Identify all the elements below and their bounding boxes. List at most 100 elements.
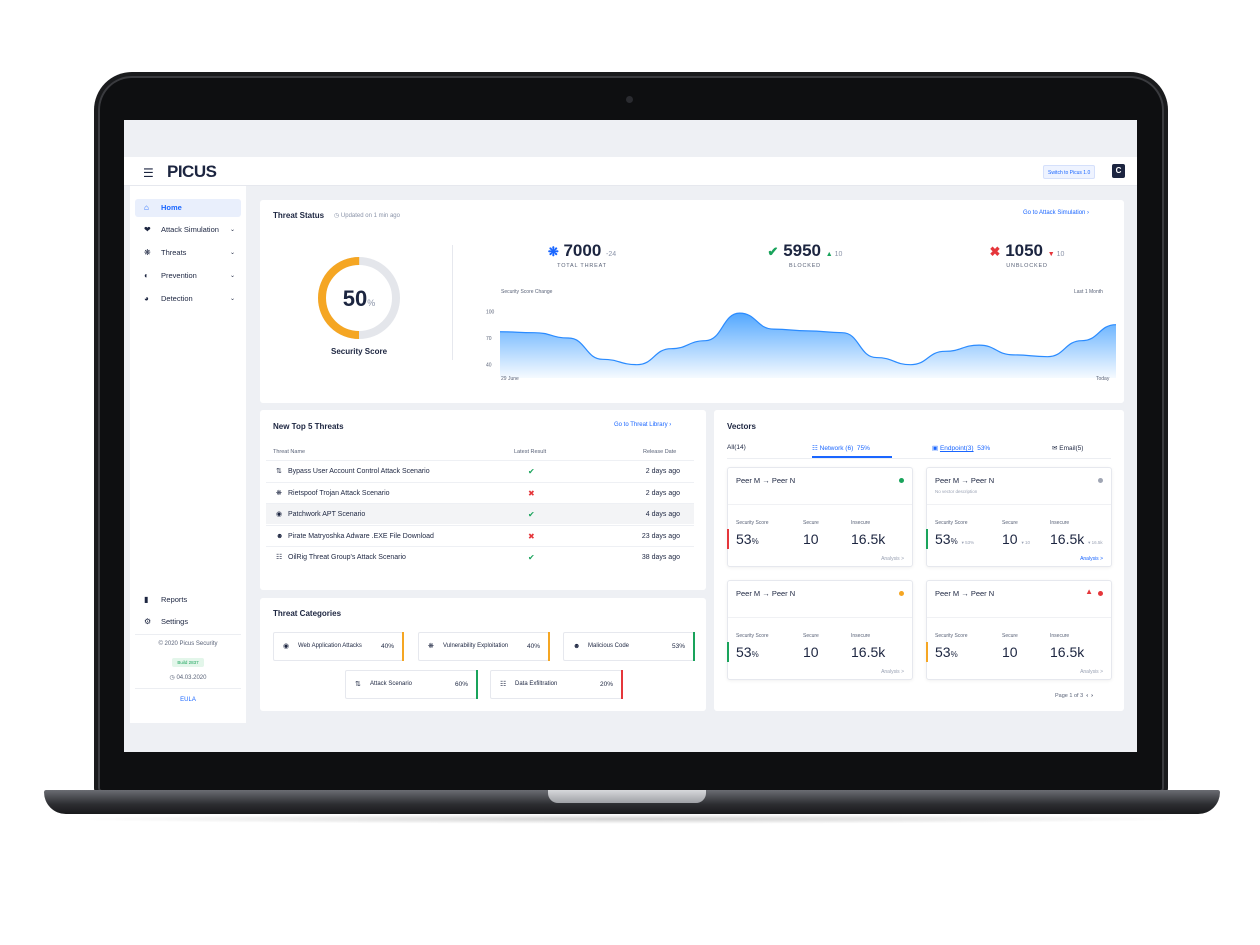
sidebar-divider xyxy=(135,634,241,635)
eula-link[interactable]: EULA xyxy=(180,697,196,703)
threat-name: Rietspoof Trojan Attack Scenario xyxy=(288,489,390,497)
sidebar-item-label: Detection xyxy=(161,294,193,303)
y-tick-label: 100 xyxy=(486,309,495,315)
stat-unblocked: ✖ 1050 ▼ 10 UNBLOCKED xyxy=(989,241,1065,269)
category-item[interactable]: ❋ Vulnerability Exploitation 40% xyxy=(418,632,550,661)
security-score-label: Security Score xyxy=(330,347,388,356)
release-date: 38 days ago xyxy=(641,554,680,561)
divider xyxy=(927,504,1111,505)
sidebar-item-home[interactable]: ⌂ Home xyxy=(135,199,241,217)
vector-description: No vector description xyxy=(935,489,978,494)
category-item[interactable]: ⇅ Attack Scenario 60% xyxy=(345,670,478,699)
threat-library-link[interactable]: Go to Threat Library › xyxy=(614,422,672,428)
picus-logo[interactable]: PICUS xyxy=(167,162,217,181)
vector-card[interactable]: Peer M → Peer N Security Score Secure Insec… xyxy=(727,467,913,567)
category-percent: 53% xyxy=(671,643,685,650)
category-percent: 40% xyxy=(526,643,540,650)
tab-all[interactable]: All(14) xyxy=(727,444,746,451)
table-row[interactable]: ☻ Pirate Matryoshka Adware .EXE File Down… xyxy=(266,524,694,546)
chevron-down-icon: ⌄ xyxy=(229,250,235,256)
category-item[interactable]: ◉ Web Application Attacks 40% xyxy=(273,632,404,661)
security-score-value: 53% ▾ 53% xyxy=(935,531,975,547)
insecure-value: 16.5k xyxy=(851,644,886,660)
table-row[interactable]: ⇅ Bypass User Account Control Attack Scen… xyxy=(266,460,694,481)
chevron-down-icon: ⌄ xyxy=(229,227,235,233)
sidebar-item-attack-simulation[interactable]: ❤ Attack Simulation ⌄ xyxy=(135,221,241,239)
analysis-link[interactable]: Analysis > xyxy=(881,669,904,675)
column-release-date: Release Date xyxy=(643,449,677,455)
tab-endpoint[interactable]: ▣ Endpoint(3) 53% xyxy=(932,445,991,452)
arrows-icon: ⇅ xyxy=(355,681,361,688)
shield-cross-icon: ✖ xyxy=(528,531,535,541)
security-score-value: 53% xyxy=(736,531,759,547)
laptop-shadow xyxy=(60,814,1200,824)
divider xyxy=(927,617,1111,618)
insecure-label: Insecure xyxy=(851,520,871,526)
tab-network[interactable]: ☷ Network (6) 75% xyxy=(812,444,892,458)
warning-icon: ▲ xyxy=(1085,587,1093,596)
vector-card[interactable]: Peer M → Peer N Security Score Secure Insec… xyxy=(727,580,913,680)
analysis-link[interactable]: Analysis > xyxy=(1080,669,1103,675)
analysis-link[interactable]: Analysis > xyxy=(881,556,904,562)
sidebar-item-label: Settings xyxy=(161,617,189,626)
tab-email[interactable]: ✉ Email(5) xyxy=(1052,445,1084,452)
score-color-bar xyxy=(926,642,928,662)
shield-cross-icon: ✖ xyxy=(528,488,535,498)
category-item[interactable]: ☻ Malicious Code 53% xyxy=(563,632,695,661)
column-latest-result: Latest Result xyxy=(514,449,547,455)
score-color-bar xyxy=(727,529,729,549)
attack-simulation-link[interactable]: Go to Attack Simulation › xyxy=(1023,210,1090,216)
sidebar-item-reports[interactable]: ▮ Reports xyxy=(135,591,241,609)
bug-icon: ❋ xyxy=(547,244,559,259)
shield-check-icon: ✔ xyxy=(767,244,779,259)
release-date: 2 days ago xyxy=(645,468,680,475)
user-avatar[interactable]: C xyxy=(1112,164,1125,178)
file-icon: ▮ xyxy=(144,595,149,604)
category-color-bar xyxy=(693,632,695,661)
shield-check-icon: ✔ xyxy=(528,467,535,476)
shield-icon: ◐ xyxy=(144,271,149,280)
divider xyxy=(728,504,912,505)
secure-label: Secure xyxy=(1002,633,1018,639)
network-icon: ☷ xyxy=(500,681,507,688)
vector-card[interactable]: Peer M → Peer N No vector description Secu… xyxy=(926,467,1112,567)
category-name: Data Exfiltration xyxy=(515,681,558,687)
shield-cross-icon: ✖ xyxy=(989,244,1001,259)
insecure-label: Insecure xyxy=(1050,520,1070,526)
sidebar-item-prevention[interactable]: ◐ Prevention ⌄ xyxy=(135,267,241,285)
sidebar-item-detection[interactable]: ◕ Detection ⌄ xyxy=(135,290,241,308)
secure-label: Secure xyxy=(803,520,819,526)
table-row[interactable]: ◉ Patchwork APT Scenario ✔ 4 days ago xyxy=(266,503,694,524)
category-item[interactable]: ☷ Data Exfiltration 20% xyxy=(490,670,623,699)
top-bar: ☰ PICUS Switch to Picus 1.0 C xyxy=(124,157,1137,186)
camera xyxy=(626,96,633,103)
prev-page-icon[interactable]: ‹ xyxy=(1086,693,1089,699)
status-dot xyxy=(1098,591,1103,596)
score-label: Security Score xyxy=(736,633,769,639)
sidebar-item-threats[interactable]: ❋ Threats ⌄ xyxy=(135,244,241,262)
screen: ☰ PICUS Switch to Picus 1.0 C ⌂ Home ❤ A… xyxy=(124,120,1137,752)
laptop-icon: ▣ xyxy=(932,445,939,452)
menu-icon[interactable]: ☰ xyxy=(143,166,154,180)
tabs-divider xyxy=(727,458,1111,459)
status-dot xyxy=(1098,478,1103,483)
category-color-bar xyxy=(402,632,404,661)
release-date: 23 days ago xyxy=(641,532,680,540)
category-name: Malicious Code xyxy=(588,643,630,649)
security-score-value: 53% xyxy=(935,644,958,660)
vector-title: Peer M → Peer N xyxy=(935,589,995,598)
table-row[interactable]: ❋ Rietspoof Trojan Attack Scenario ✖ 2 days… xyxy=(266,481,694,503)
chevron-down-icon: ⌄ xyxy=(229,273,235,279)
next-page-icon[interactable]: › xyxy=(1091,693,1093,699)
sidebar-item-settings[interactable]: ⚙ Settings xyxy=(135,613,241,631)
vector-card[interactable]: Peer M → Peer N ▲ Security Score Secure Inse… xyxy=(926,580,1112,680)
analysis-link[interactable]: Analysis > xyxy=(1080,556,1103,562)
switch-version-button[interactable]: Switch to Picus 1.0 xyxy=(1043,165,1096,179)
score-color-bar xyxy=(727,642,729,662)
shield-check-icon: ✔ xyxy=(528,510,535,519)
insecure-label: Insecure xyxy=(1050,633,1070,639)
category-percent: 60% xyxy=(454,681,468,688)
table-row[interactable]: ☷ OilRig Threat Group's Attack Scenario ✔ 3… xyxy=(266,546,694,567)
sidebar-item-label: Attack Simulation xyxy=(161,225,219,234)
card-title: Vectors xyxy=(727,422,756,431)
